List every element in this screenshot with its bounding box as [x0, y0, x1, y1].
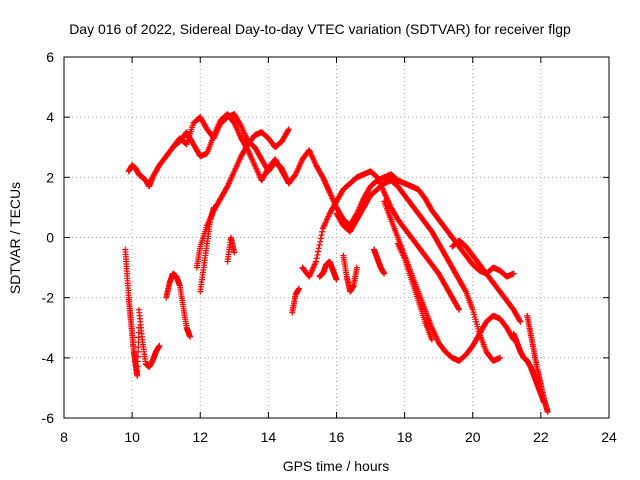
data-point — [333, 276, 340, 283]
data-point — [544, 408, 551, 415]
data-point — [317, 238, 324, 245]
series-s5 — [135, 306, 163, 370]
x-tick-label: 18 — [397, 429, 413, 445]
series-s8 — [224, 234, 238, 265]
series-s12 — [333, 177, 503, 364]
series-s7 — [197, 204, 217, 295]
data-point — [313, 258, 320, 265]
y-tick-label: 4 — [46, 109, 54, 125]
data-point — [285, 127, 292, 134]
data-point — [319, 228, 326, 235]
series-s15 — [340, 252, 360, 295]
series-s4 — [122, 246, 142, 379]
series-s16 — [370, 246, 388, 277]
data-point — [156, 342, 163, 349]
y-tick-label: 2 — [46, 169, 54, 185]
y-tick-label: -4 — [42, 350, 55, 366]
y-tick-label: 0 — [46, 230, 54, 246]
data-point — [516, 317, 523, 324]
x-tick-label: 12 — [192, 429, 208, 445]
x-tick-label: 10 — [124, 429, 140, 445]
data-point — [296, 285, 303, 292]
grid — [64, 57, 609, 418]
data-point — [314, 251, 321, 258]
data-point — [316, 242, 323, 249]
data-point — [315, 248, 322, 255]
x-axis-label: GPS time / hours — [283, 458, 390, 474]
data-points — [122, 111, 551, 415]
data-point — [455, 305, 462, 312]
data-point — [187, 333, 194, 340]
y-tick-label: -6 — [42, 410, 55, 426]
data-point — [517, 318, 524, 325]
series-s3 — [193, 126, 292, 271]
data-point — [285, 126, 292, 133]
data-point — [210, 204, 217, 211]
data-point — [456, 306, 463, 313]
x-tick-label: 16 — [329, 429, 345, 445]
data-point — [462, 287, 469, 294]
data-point — [315, 245, 322, 252]
data-point — [313, 255, 320, 262]
plot-frame — [63, 56, 610, 419]
x-tick-label: 8 — [60, 429, 68, 445]
series-s14 — [316, 258, 340, 283]
data-point — [353, 264, 360, 271]
data-point — [497, 354, 503, 361]
data-point — [223, 184, 230, 191]
series-s9 — [289, 285, 303, 316]
series-s2 — [170, 111, 333, 196]
data-point — [381, 270, 388, 277]
data-point — [237, 121, 244, 128]
chart-title: Day 016 of 2022, Sidereal Day-to-day VTE… — [69, 21, 571, 37]
data-point — [317, 235, 324, 242]
series-s10 — [299, 168, 463, 313]
data-point — [510, 270, 517, 277]
data-point — [541, 399, 548, 406]
series-s17 — [394, 240, 435, 343]
y-axis-label: SDTVAR / TECUs — [7, 182, 23, 294]
y-tick-label: 6 — [46, 49, 54, 65]
data-point — [231, 249, 238, 256]
series-s6 — [163, 270, 194, 340]
series-s18 — [449, 237, 524, 325]
data-point — [428, 336, 435, 343]
x-tick-label: 22 — [533, 429, 549, 445]
series-s20 — [510, 330, 548, 406]
x-tick-label: 14 — [261, 429, 277, 445]
x-tick-label: 20 — [465, 429, 481, 445]
data-point — [318, 232, 325, 239]
data-point — [319, 173, 326, 180]
x-tick-label: 24 — [601, 429, 617, 445]
y-tick-label: -2 — [42, 290, 55, 306]
